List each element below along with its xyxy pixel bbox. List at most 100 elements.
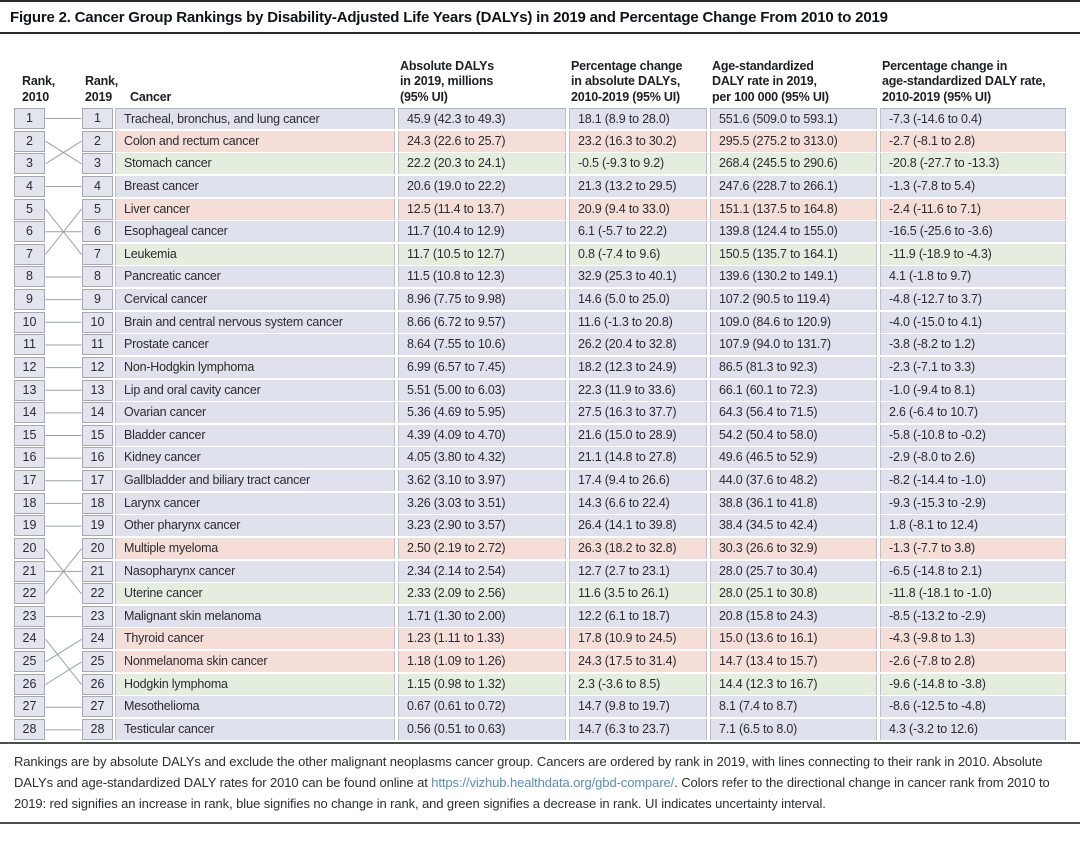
cancer-name-cell: Kidney cancer xyxy=(115,447,395,469)
col-header-absolute-dalys: Absolute DALYs in 2019, millions (95% UI… xyxy=(400,58,494,104)
table-row: 16 16 Kidney cancer 4.05 (3.80 to 4.32) 21.1… xyxy=(14,447,1066,469)
cancer-name-cell: Thyroid cancer xyxy=(115,628,395,650)
rank-2010-box: 21 xyxy=(14,560,45,582)
absolute-dalys-cell: 3.62 (3.10 to 3.97) xyxy=(398,470,566,492)
rank-2019-box: 7 xyxy=(82,243,113,265)
col-header-rank-2019: Rank, 2019 xyxy=(85,74,119,104)
pct-change-dalys-cell: 12.7 (2.7 to 23.1) xyxy=(569,560,707,582)
cancer-name-cell: Malignant skin melanoma xyxy=(115,605,395,627)
rank-2010-box: 15 xyxy=(14,424,45,446)
absolute-dalys-cell: 0.67 (0.61 to 0.72) xyxy=(398,696,566,718)
age-std-rate-cell: 551.6 (509.0 to 593.1) xyxy=(710,108,877,130)
pct-change-age-std-cell: -1.0 (-9.4 to 8.1) xyxy=(880,379,1066,401)
pct-change-age-std-cell: -2.9 (-8.0 to 2.6) xyxy=(880,447,1066,469)
absolute-dalys-cell: 2.34 (2.14 to 2.54) xyxy=(398,560,566,582)
cancer-name-cell: Liver cancer xyxy=(115,198,395,220)
cancer-name-cell: Lip and oral cavity cancer xyxy=(115,379,395,401)
rank-2019-box: 20 xyxy=(82,537,113,559)
top-rule xyxy=(0,0,1080,2)
table-row: 8 8 Pancreatic cancer 11.5 (10.8 to 12.3) 32… xyxy=(14,266,1066,288)
absolute-dalys-cell: 5.36 (4.69 to 5.95) xyxy=(398,402,566,424)
pct-change-age-std-cell: 2.6 (-6.4 to 10.7) xyxy=(880,402,1066,424)
absolute-dalys-cell: 1.15 (0.98 to 1.32) xyxy=(398,673,566,695)
pct-change-age-std-cell: -8.6 (-12.5 to -4.8) xyxy=(880,696,1066,718)
absolute-dalys-cell: 2.50 (2.19 to 2.72) xyxy=(398,537,566,559)
pct-change-dalys-cell: 26.2 (20.4 to 32.8) xyxy=(569,334,707,356)
age-std-rate-cell: 107.2 (90.5 to 119.4) xyxy=(710,289,877,311)
absolute-dalys-cell: 4.05 (3.80 to 4.32) xyxy=(398,447,566,469)
pct-change-age-std-cell: -20.8 (-27.7 to -13.3) xyxy=(880,153,1066,175)
pct-change-dalys-cell: 20.9 (9.4 to 33.0) xyxy=(569,198,707,220)
pct-change-age-std-cell: -3.8 (-8.2 to 1.2) xyxy=(880,334,1066,356)
title-rule xyxy=(0,32,1080,34)
cancer-name-cell: Pancreatic cancer xyxy=(115,266,395,288)
age-std-rate-cell: 8.1 (7.4 to 8.7) xyxy=(710,696,877,718)
cancer-name-cell: Breast cancer xyxy=(115,175,395,197)
cancer-name-cell: Nasopharynx cancer xyxy=(115,560,395,582)
cancer-name-cell: Colon and rectum cancer xyxy=(115,130,395,152)
age-std-rate-cell: 14.7 (13.4 to 15.7) xyxy=(710,651,877,673)
pct-change-dalys-cell: 22.3 (11.9 to 33.6) xyxy=(569,379,707,401)
age-std-rate-cell: 247.6 (228.7 to 266.1) xyxy=(710,175,877,197)
rank-2010-box: 20 xyxy=(14,537,45,559)
footnote-bottom-rule xyxy=(0,821,1080,824)
age-std-rate-cell: 7.1 (6.5 to 8.0) xyxy=(710,718,877,740)
absolute-dalys-cell: 4.39 (4.09 to 4.70) xyxy=(398,424,566,446)
cancer-name-cell: Brain and central nervous system cancer xyxy=(115,311,395,333)
figure-title: Figure 2. Cancer Group Rankings by Disab… xyxy=(10,9,888,26)
rank-2010-box: 6 xyxy=(14,221,45,243)
rank-2019-box: 22 xyxy=(82,583,113,605)
pct-change-dalys-cell: 27.5 (16.3 to 37.7) xyxy=(569,402,707,424)
age-std-rate-cell: 64.3 (56.4 to 71.5) xyxy=(710,402,877,424)
absolute-dalys-cell: 3.26 (3.03 to 3.51) xyxy=(398,492,566,514)
table-row: 2 2 Colon and rectum cancer 24.3 (22.6 to 2… xyxy=(14,130,1066,152)
pct-change-dalys-cell: -0.5 (-9.3 to 9.2) xyxy=(569,153,707,175)
age-std-rate-cell: 139.8 (124.4 to 155.0) xyxy=(710,221,877,243)
gbd-compare-link[interactable]: https://vizhub.healthdata.org/gbd-compar… xyxy=(431,774,675,790)
rank-2010-box: 11 xyxy=(14,334,45,356)
pct-change-age-std-cell: -2.6 (-7.8 to 2.8) xyxy=(880,651,1066,673)
absolute-dalys-cell: 8.64 (7.55 to 10.6) xyxy=(398,334,566,356)
table-row: 28 28 Testicular cancer 0.56 (0.51 to 0.63)… xyxy=(14,718,1066,740)
absolute-dalys-cell: 20.6 (19.0 to 22.2) xyxy=(398,175,566,197)
table-row: 9 9 Cervical cancer 8.96 (7.75 to 9.98) 14.6… xyxy=(14,289,1066,311)
pct-change-dalys-cell: 21.6 (15.0 to 28.9) xyxy=(569,424,707,446)
rank-2010-box: 14 xyxy=(14,402,45,424)
rank-2010-box: 13 xyxy=(14,379,45,401)
rank-2010-box: 17 xyxy=(14,470,45,492)
pct-change-age-std-cell: -7.3 (-14.6 to 0.4) xyxy=(880,108,1066,130)
table-row: 6 6 Esophageal cancer 11.7 (10.4 to 12.9) 6.… xyxy=(14,221,1066,243)
pct-change-dalys-cell: 26.4 (14.1 to 39.8) xyxy=(569,515,707,537)
cancer-name-cell: Ovarian cancer xyxy=(115,402,395,424)
table-row: 23 23 Malignant skin melanoma 1.71 (1.30 to… xyxy=(14,605,1066,627)
rank-2010-box: 24 xyxy=(14,628,45,650)
cancer-name-cell: Mesothelioma xyxy=(115,696,395,718)
age-std-rate-cell: 28.0 (25.7 to 30.4) xyxy=(710,560,877,582)
pct-change-age-std-cell: -6.5 (-14.8 to 2.1) xyxy=(880,560,1066,582)
rank-2019-box: 24 xyxy=(82,628,113,650)
rank-2010-box: 12 xyxy=(14,356,45,378)
pct-change-age-std-cell: -8.5 (-13.2 to -2.9) xyxy=(880,605,1066,627)
age-std-rate-cell: 150.5 (135.7 to 164.1) xyxy=(710,243,877,265)
pct-change-dalys-cell: 14.6 (5.0 to 25.0) xyxy=(569,289,707,311)
absolute-dalys-cell: 22.2 (20.3 to 24.1) xyxy=(398,153,566,175)
age-std-rate-cell: 54.2 (50.4 to 58.0) xyxy=(710,424,877,446)
pct-change-age-std-cell: -2.3 (-7.1 to 3.3) xyxy=(880,356,1066,378)
rank-2019-box: 4 xyxy=(82,175,113,197)
table-row: 11 11 Prostate cancer 8.64 (7.55 to 10.6) 26… xyxy=(14,334,1066,356)
pct-change-dalys-cell: 14.3 (6.6 to 22.4) xyxy=(569,492,707,514)
table-row: 7 7 Leukemia 11.7 (10.5 to 12.7) 0.8 (-7.4 t… xyxy=(14,243,1066,265)
pct-change-dalys-cell: 17.4 (9.4 to 26.6) xyxy=(569,470,707,492)
pct-change-dalys-cell: 0.8 (-7.4 to 9.6) xyxy=(569,243,707,265)
absolute-dalys-cell: 6.99 (6.57 to 7.45) xyxy=(398,356,566,378)
cancer-name-cell: Gallbladder and biliary tract cancer xyxy=(115,470,395,492)
age-std-rate-cell: 30.3 (26.6 to 32.9) xyxy=(710,537,877,559)
cancer-name-cell: Uterine cancer xyxy=(115,583,395,605)
col-header-pct-change-dalys: Percentage change in absolute DALYs, 201… xyxy=(571,58,683,104)
table-row: 4 4 Breast cancer 20.6 (19.0 to 22.2) 21.3 (… xyxy=(14,175,1066,197)
absolute-dalys-cell: 8.96 (7.75 to 9.98) xyxy=(398,289,566,311)
footnote: Rankings are by absolute DALYs and exclu… xyxy=(14,744,1066,822)
pct-change-age-std-cell: -4.8 (-12.7 to 3.7) xyxy=(880,289,1066,311)
table-row: 18 18 Larynx cancer 3.26 (3.03 to 3.51) 14.3… xyxy=(14,492,1066,514)
